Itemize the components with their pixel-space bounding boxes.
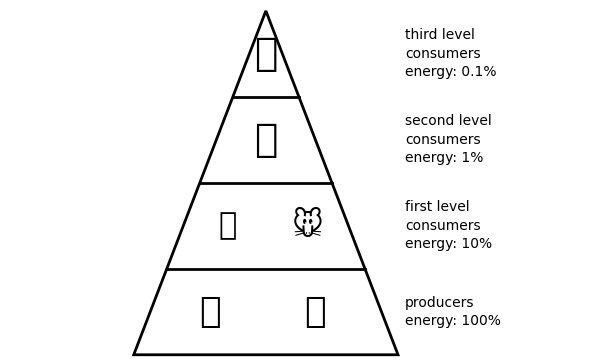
Text: second level
consumers
energy: 1%: second level consumers energy: 1% xyxy=(405,114,492,165)
Polygon shape xyxy=(133,11,398,355)
Text: 🌱: 🌱 xyxy=(304,295,325,329)
Text: 🐍: 🐍 xyxy=(254,121,277,159)
Text: 🌿: 🌿 xyxy=(199,295,221,329)
Text: 🦗: 🦗 xyxy=(219,211,237,240)
Text: 🐭: 🐭 xyxy=(292,211,323,241)
Text: producers
energy: 100%: producers energy: 100% xyxy=(405,295,501,328)
Text: third level
consumers
energy: 0.1%: third level consumers energy: 0.1% xyxy=(405,29,497,79)
Text: first level
consumers
energy: 10%: first level consumers energy: 10% xyxy=(405,201,493,251)
Text: 🦅: 🦅 xyxy=(254,35,277,73)
